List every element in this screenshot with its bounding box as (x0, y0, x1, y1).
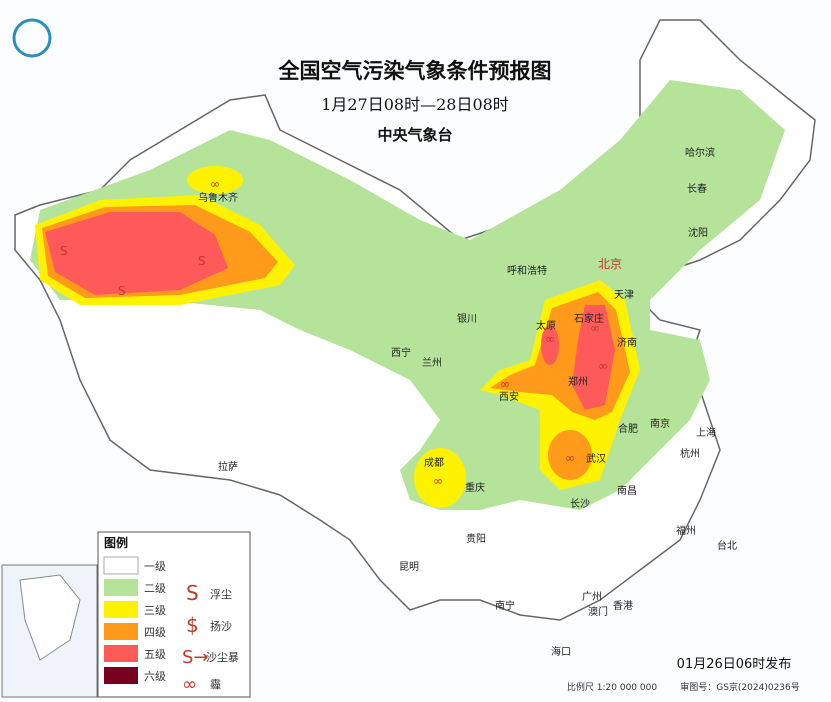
city: 兰州 (422, 356, 442, 369)
city: 福州 (676, 524, 696, 537)
city: 沈阳 (688, 226, 708, 239)
city: 香港 (613, 600, 633, 612)
level-5-area (572, 305, 615, 410)
city: 南宁 (495, 599, 515, 612)
city: 昆明 (399, 561, 419, 573)
symbol-icon: S→ (182, 647, 209, 668)
symbol-label: 沙尘暴 (206, 651, 239, 664)
legend-label: 一级 (144, 560, 166, 573)
legend-title: 图例 (104, 535, 128, 550)
city: 贵阳 (466, 532, 486, 545)
inset-shape (19, 574, 81, 661)
city: 乌鲁木齐 (198, 191, 238, 204)
svg-text:∞: ∞ (545, 332, 555, 346)
symbol-icon: ∞ (182, 674, 197, 695)
city: 哈尔滨 (685, 146, 715, 159)
level-5-area (45, 212, 228, 295)
city: 郑州 (568, 375, 588, 388)
legend-label: 三级 (144, 604, 166, 617)
legend: 一级 二级 三级 四级 五级 六级 S $ S→ ∞ 浮尘 扬沙 沙尘暴 霾 (103, 556, 239, 695)
city: 澳门 (588, 605, 608, 618)
logo (12, 18, 52, 58)
city: 成都 (424, 457, 444, 469)
symbol-icon: S (186, 581, 199, 605)
city: 西安 (499, 390, 519, 403)
legend-swatch (104, 579, 138, 596)
symbol-icon: $ (186, 613, 199, 637)
city: 银川 (457, 312, 477, 325)
legend-swatch (104, 645, 138, 662)
legend-swatch (104, 601, 138, 618)
city: 拉萨 (218, 460, 238, 473)
city: 石家庄 (574, 312, 604, 325)
svg-text:S: S (60, 244, 68, 258)
legend-swatch (104, 667, 138, 684)
legend-label: 四级 (144, 626, 166, 639)
legend-label: 六级 (144, 670, 166, 683)
city: 广州 (582, 591, 602, 603)
city: 济南 (617, 336, 637, 349)
city: 武汉 (586, 452, 606, 465)
issuer: 中央气象台 (377, 126, 452, 144)
legend-swatch (103, 556, 139, 575)
city: 海口 (551, 645, 571, 658)
city: 天津 (614, 289, 634, 301)
svg-text:∞: ∞ (210, 177, 220, 191)
level-5-area (541, 325, 559, 365)
svg-text:S: S (118, 284, 126, 298)
map-symbols: S S S ∞ ∞ ∞ ∞ ∞ ∞ ∞ (60, 177, 608, 488)
city: 长春 (687, 183, 707, 195)
city: 南京 (650, 417, 670, 430)
city: 台北 (717, 539, 737, 552)
svg-text:∞: ∞ (565, 451, 575, 465)
city: 太原 (536, 319, 556, 332)
symbol-label: 霾 (210, 678, 221, 691)
subtitle: 1月27日08时—28日08时 (321, 95, 509, 114)
map-number: 审图号：GS京(2024)0236号 (680, 681, 800, 693)
city-labels: 乌鲁木齐 呼和浩特 北京 天津 哈尔滨 长春 沈阳 银川 太原 石家庄 济南 西… (198, 146, 737, 658)
svg-text:S: S (198, 254, 206, 268)
level-3-area (414, 448, 466, 508)
city: 重庆 (465, 481, 485, 494)
title: 全国空气污染气象条件预报图 (278, 59, 552, 83)
legend-swatch (104, 623, 138, 640)
svg-text:∞: ∞ (500, 377, 510, 391)
scale: 比例尺 1:20 000 000 (567, 681, 657, 693)
symbol-label: 浮尘 (210, 588, 232, 601)
svg-text:∞: ∞ (598, 359, 608, 373)
legend-label: 二级 (144, 582, 166, 595)
symbol-label: 扬沙 (210, 619, 232, 633)
svg-text:∞: ∞ (590, 321, 600, 335)
city: 合肥 (618, 422, 638, 435)
legend-label: 五级 (144, 648, 166, 661)
level-4-area (548, 430, 592, 480)
city: 南昌 (617, 484, 637, 497)
city: 西宁 (391, 346, 411, 359)
release-time: 01月26日06时发布 (677, 656, 792, 672)
svg-text:∞: ∞ (433, 474, 443, 488)
city: 杭州 (680, 447, 700, 460)
level-3-area (187, 166, 243, 194)
city: 呼和浩特 (507, 265, 547, 277)
city: 上海 (696, 426, 716, 439)
city: 北京 (598, 257, 622, 271)
city: 长沙 (570, 498, 590, 510)
